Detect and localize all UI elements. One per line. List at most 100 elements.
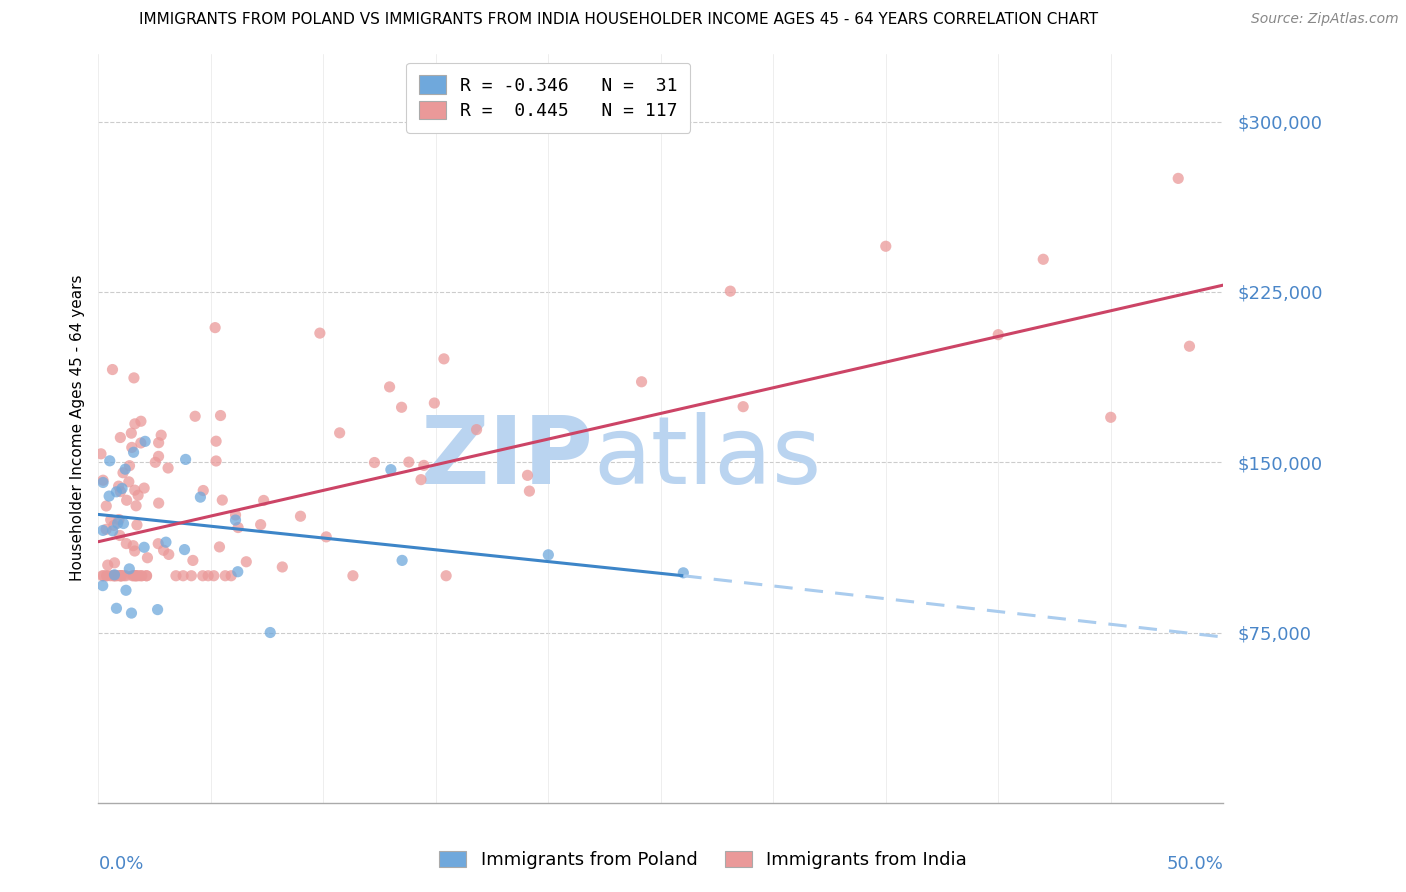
Point [122,445,145,459]
Text: IMMIGRANTS FROM POLAND VS IMMIGRANTS FROM INDIA HOUSEHOLDER INCOME AGES 45 - 64 : IMMIGRANTS FROM POLAND VS IMMIGRANTS FRO… [139,12,1098,27]
Point [516,468,538,483]
Legend: Immigrants from Poland, Immigrants from India: Immigrants from Poland, Immigrants from … [430,842,976,879]
Point [118,562,141,576]
Point [315,530,337,544]
Point [114,462,136,476]
Text: ZIP: ZIP [420,412,593,504]
Point [111,466,134,480]
Point [308,326,330,340]
Point [94,522,117,536]
Point [249,517,271,532]
Point [108,512,131,526]
Legend: R = -0.346   N =  31, R =  0.445   N = 117: R = -0.346 N = 31, R = 0.445 N = 117 [406,62,690,133]
Point [537,548,560,562]
Point [110,430,132,444]
Point [148,537,170,551]
Point [96,568,118,582]
Point [875,239,897,253]
Point [157,548,180,562]
Point [112,568,135,582]
Point [208,540,231,554]
Point [434,568,457,582]
Point [433,351,456,366]
Point [124,544,146,558]
Point [125,499,148,513]
Point [97,558,120,573]
Point [115,583,138,598]
Point [104,568,127,582]
Point [110,484,132,499]
Point [1178,339,1201,353]
Point [104,568,127,582]
Point [172,568,194,582]
Point [91,579,114,593]
Point [157,461,180,475]
Point [329,425,352,440]
Point [143,455,166,469]
Point [152,543,174,558]
Point [112,516,135,531]
Point [110,568,132,582]
Point [115,493,138,508]
Point [190,490,212,504]
Point [193,483,215,498]
Point [110,568,132,582]
Point [103,568,125,582]
Point [204,320,226,334]
Y-axis label: Householder Income Ages 45 - 64 years: Householder Income Ages 45 - 64 years [69,275,84,582]
Point [128,568,150,582]
Text: 50.0%: 50.0% [1167,855,1223,873]
Point [120,426,142,441]
Point [136,550,159,565]
Point [124,483,146,497]
Point [184,409,207,424]
Point [110,568,132,582]
Point [121,568,143,582]
Text: atlas: atlas [593,412,821,504]
Point [96,568,118,582]
Point [148,496,170,510]
Point [148,450,170,464]
Point [125,568,148,582]
Point [91,475,114,490]
Point [129,414,152,428]
Text: Source: ZipAtlas.com: Source: ZipAtlas.com [1251,12,1399,26]
Point [214,568,236,582]
Point [108,528,131,542]
Point [148,435,170,450]
Point [101,524,124,538]
Point [105,601,128,615]
Point [110,568,132,582]
Point [224,513,246,527]
Point [155,535,177,549]
Point [121,441,143,455]
Point [91,568,114,582]
Point [209,409,232,423]
Point [226,565,249,579]
Point [122,371,145,385]
Point [107,479,129,493]
Point [225,508,247,522]
Point [987,327,1010,342]
Point [90,447,112,461]
Point [226,520,249,534]
Point [718,284,741,298]
Point [409,473,432,487]
Point [121,606,143,620]
Point [180,568,202,582]
Point [134,434,156,449]
Point [93,568,115,582]
Point [391,553,413,567]
Point [135,568,157,582]
Point [129,436,152,450]
Point [96,499,118,513]
Point [103,568,125,582]
Point [124,568,146,582]
Point [122,539,145,553]
Point [131,568,153,582]
Point [174,452,197,467]
Point [202,568,225,582]
Text: 0.0%: 0.0% [98,855,143,873]
Point [135,568,157,582]
Point [423,396,446,410]
